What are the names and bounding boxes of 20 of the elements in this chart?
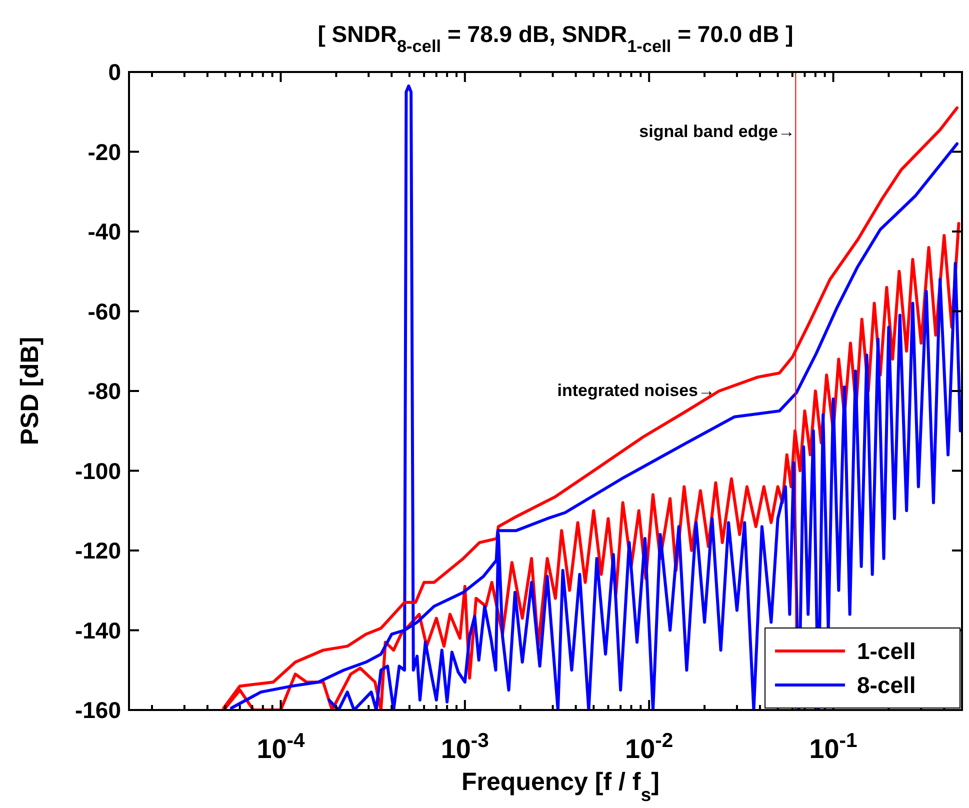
x-tick-label: 10$^{-3}$	[440, 730, 489, 764]
y-tick-label: -140	[74, 617, 121, 644]
annotation: integrated noises→	[557, 381, 715, 400]
legend-label: 8-cell	[857, 672, 916, 698]
legend-label: 1-cell	[857, 638, 916, 664]
y-axis-title: PSD [dB]	[16, 336, 44, 446]
y-tick-label: -100	[74, 458, 121, 484]
annotation: signal band edge→	[639, 122, 795, 141]
y-tick-label: -60	[88, 298, 121, 324]
x-tick-label: 10$^{-4}$	[256, 730, 306, 764]
chart-title: [ SNDR$_{8-cell}$ = 78.9 dB, SNDR$_{1-cell}$ = 70.0 dB ]	[318, 21, 794, 56]
y-tick-label: 0	[108, 59, 121, 85]
x-tick-label: 10$^{-2}$	[625, 730, 674, 764]
y-tick-label: -20	[88, 138, 121, 165]
y-tick-label: -80	[88, 378, 121, 404]
x-tick-label: 10$^{-1}$	[809, 730, 858, 764]
y-tick-label: -40	[88, 218, 121, 244]
y-tick-label: -160	[74, 697, 121, 723]
y-tick-label: -120	[74, 538, 121, 564]
x-axis-title: Frequency [f / f$_{s}$]	[462, 768, 660, 804]
